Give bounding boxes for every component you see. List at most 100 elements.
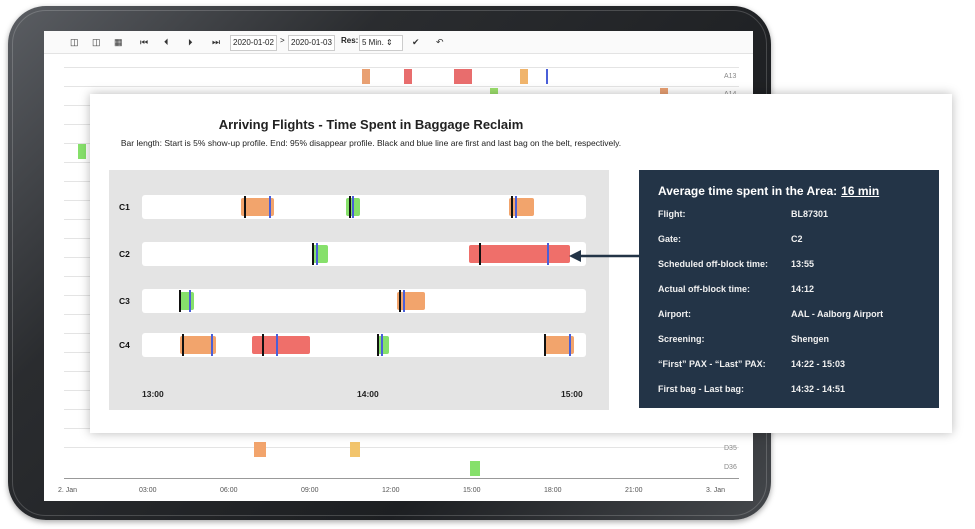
x-axis xyxy=(64,478,739,479)
average-time: Average time spent in the Area: 16 min xyxy=(658,184,879,198)
first-bag-marker xyxy=(312,243,315,265)
first-bag-marker xyxy=(182,334,185,356)
bg-bar[interactable] xyxy=(254,442,266,457)
bg-bar[interactable] xyxy=(350,442,360,457)
x-tick-label: 15:00 xyxy=(561,389,583,399)
first-bag-marker xyxy=(261,334,264,356)
date-from-input[interactable]: 2020-01-02 xyxy=(230,35,277,51)
last-bag-marker xyxy=(402,290,405,312)
info-key: Gate: xyxy=(658,234,682,244)
info-value: AAL - Aalborg Airport xyxy=(791,309,884,319)
bg-bar[interactable] xyxy=(470,461,480,476)
flight-bar[interactable] xyxy=(468,245,571,263)
first-bag-marker xyxy=(511,196,514,218)
flight-bar[interactable] xyxy=(179,336,216,354)
belt-track xyxy=(142,195,586,219)
bg-bar[interactable] xyxy=(454,69,472,84)
first-bag-marker xyxy=(348,196,351,218)
x-tick-label: 13:00 xyxy=(142,389,164,399)
info-key: First bag - Last bag: xyxy=(658,384,745,394)
bg-bar[interactable] xyxy=(362,69,370,84)
next-icon[interactable]: ⏵ xyxy=(188,37,193,47)
info-value: 14:12 xyxy=(791,284,815,294)
info-value: BL87301 xyxy=(791,209,829,219)
bg-marker xyxy=(546,69,548,84)
panel-subtitle: Bar length: Start is 5% show-up profile.… xyxy=(120,138,622,148)
bg-x-tick-label: 2. Jan xyxy=(58,487,78,494)
bg-gantt-row xyxy=(64,86,739,87)
date-separator: > xyxy=(280,36,285,45)
resolution-select[interactable]: 5 Min. ⇕ xyxy=(359,35,403,51)
bg-gantt-row xyxy=(64,67,739,68)
bg-x-tick-label: 3. Jan xyxy=(706,487,726,494)
info-key: Actual off-block time: xyxy=(658,284,751,294)
info-key: Screening: xyxy=(658,334,705,344)
first-bag-marker xyxy=(377,334,380,356)
flight-bar[interactable] xyxy=(241,198,274,216)
flight-bar[interactable] xyxy=(378,336,390,354)
info-key: Flight: xyxy=(658,209,686,219)
bg-row-label-a13: A13 xyxy=(724,73,737,80)
calendar-icon[interactable]: ▦ xyxy=(114,37,123,47)
view-day-icon[interactable]: ◫ xyxy=(70,37,79,47)
select-arrow-icon: ⇕ xyxy=(386,38,393,47)
belt-label: C1 xyxy=(119,202,130,212)
first-bag-marker xyxy=(478,243,481,265)
info-value: C2 xyxy=(791,234,803,244)
resolution-value: 5 Min. xyxy=(362,38,384,47)
check-icon[interactable]: ✔ xyxy=(412,37,420,47)
last-bag-marker xyxy=(211,334,214,356)
belt-label: C3 xyxy=(119,296,130,306)
x-tick-label: 14:00 xyxy=(357,389,379,399)
bg-row-label-d36: D36 xyxy=(724,464,737,471)
bg-gantt-row xyxy=(64,447,739,448)
first-bag-marker xyxy=(178,290,181,312)
bg-x-tick-label: 06:00 xyxy=(220,487,238,494)
info-key: Airport: xyxy=(658,309,691,319)
flight-bar[interactable] xyxy=(544,336,574,354)
average-time-label: Average time spent in the Area: xyxy=(658,184,838,198)
flight-bar[interactable] xyxy=(251,336,310,354)
arrow-icon xyxy=(569,250,639,262)
belt-track xyxy=(142,333,586,357)
belt-track xyxy=(142,242,586,266)
flight-bar[interactable] xyxy=(179,292,194,310)
bg-x-tick-label: 15:00 xyxy=(463,487,481,494)
last-bag-marker xyxy=(315,243,318,265)
first-bag-marker xyxy=(243,196,246,218)
first-page-icon[interactable]: ⏮ xyxy=(140,37,149,47)
bg-x-tick-label: 12:00 xyxy=(382,487,400,494)
bg-bar[interactable] xyxy=(78,144,86,159)
last-bag-marker xyxy=(276,334,279,356)
first-bag-marker xyxy=(543,334,546,356)
belt-label: C4 xyxy=(119,340,130,350)
info-key: “First” PAX - “Last” PAX: xyxy=(658,359,766,369)
last-bag-marker xyxy=(352,196,355,218)
view-week-icon[interactable]: ◫ xyxy=(92,37,101,47)
last-bag-marker xyxy=(514,196,517,218)
first-bag-marker xyxy=(399,290,402,312)
last-bag-marker xyxy=(268,196,271,218)
info-key: Scheduled off-block time: xyxy=(658,259,769,269)
bg-x-tick-label: 03:00 xyxy=(139,487,157,494)
belt-track xyxy=(142,289,586,313)
gantt-chart: 13:00 14:00 15:00 C1 C2 C3 C4 xyxy=(109,170,609,410)
last-bag-marker xyxy=(381,334,384,356)
last-bag-marker xyxy=(547,243,550,265)
undo-icon[interactable]: ↶ xyxy=(436,37,444,47)
bg-x-tick-label: 18:00 xyxy=(544,487,562,494)
date-to-input[interactable]: 2020-01-03 xyxy=(288,35,335,51)
previous-icon[interactable]: ⏴ xyxy=(164,37,169,47)
bg-bar[interactable] xyxy=(520,69,528,84)
resolution-label: Res: xyxy=(341,36,359,45)
belt-label: C2 xyxy=(119,249,130,259)
last-bag-marker xyxy=(569,334,572,356)
bg-x-tick-label: 21:00 xyxy=(625,487,643,494)
last-page-icon[interactable]: ⏭ xyxy=(212,37,221,47)
info-value: Shengen xyxy=(791,334,830,344)
info-value: 14:32 - 14:51 xyxy=(791,384,846,394)
bg-row-label-d35: D35 xyxy=(724,445,737,452)
info-value: 14:22 - 15:03 xyxy=(791,359,846,369)
flight-info-card: Average time spent in the Area: 16 min Fl… xyxy=(639,170,939,408)
bg-bar[interactable] xyxy=(404,69,412,84)
